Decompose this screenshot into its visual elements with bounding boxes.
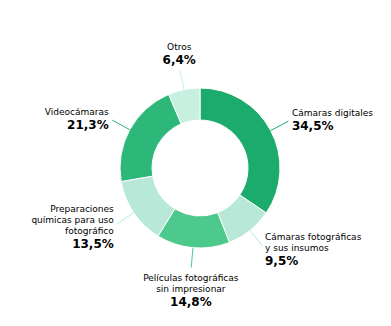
svg-text:9,5%: 9,5% — [265, 254, 298, 268]
svg-text:14,8%: 14,8% — [170, 295, 212, 309]
svg-text:6,4%: 6,4% — [163, 53, 196, 67]
svg-text:Cámaras fotográficasy sus insu: Cámaras fotográficasy sus insumos — [265, 232, 362, 253]
svg-text:Videocámaras: Videocámaras — [45, 107, 109, 117]
svg-text:Otros: Otros — [167, 42, 192, 52]
svg-text:34,5%: 34,5% — [292, 119, 334, 133]
svg-text:Preparacionesquímicas para uso: Preparacionesquímicas para usofotográfic… — [31, 204, 114, 236]
svg-text:Cámaras digitales: Cámaras digitales — [292, 108, 373, 118]
svg-text:21,3%: 21,3% — [67, 118, 109, 132]
svg-text:13,5%: 13,5% — [72, 237, 114, 251]
svg-text:Películas fotográficassin impr: Películas fotográficassin impresionar — [143, 273, 239, 294]
